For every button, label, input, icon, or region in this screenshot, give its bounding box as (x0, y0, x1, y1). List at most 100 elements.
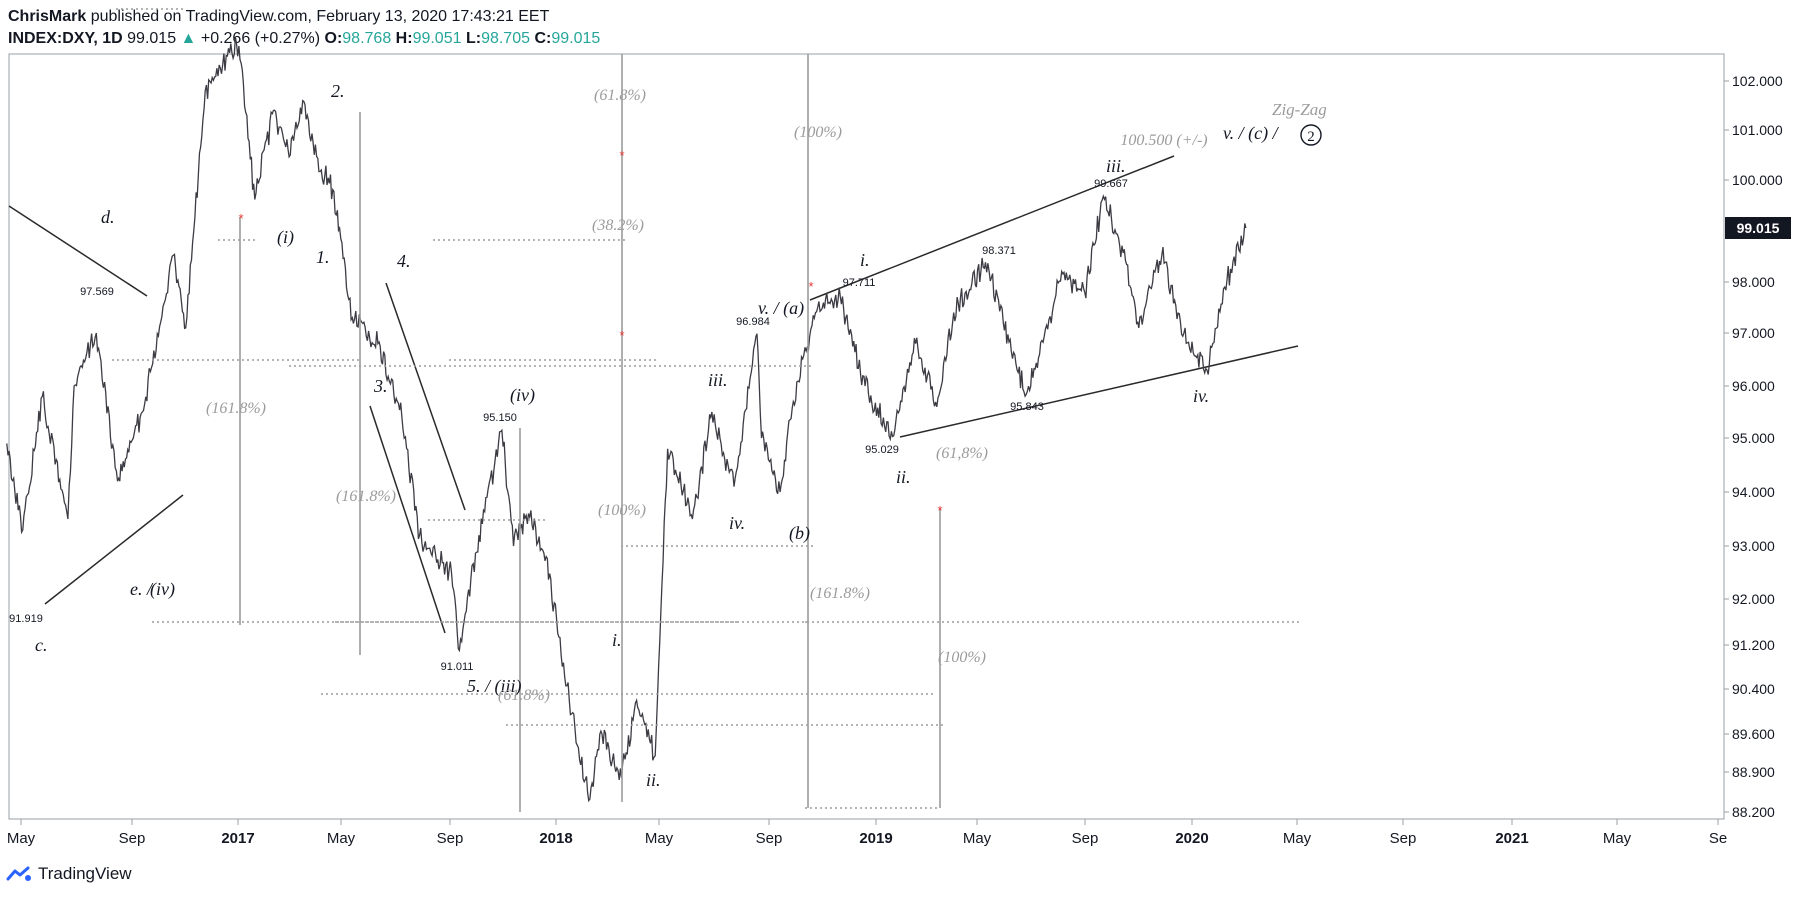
y-tick-label: 91.200 (1732, 637, 1775, 653)
symbol-line: INDEX:DXY, 1D 99.015 ▲ +0.266 (+0.27%) O… (8, 28, 600, 50)
y-tick-label: 88.200 (1732, 804, 1775, 820)
wave-2-circle (1300, 124, 1322, 146)
fib-label: 100.500 (+/-) (1120, 132, 1207, 149)
trend-line[interactable] (385, 282, 466, 511)
close-label: C: (534, 30, 552, 47)
time-axis[interactable]: May Sep 2017 May Sep 2018 May Sep 2019 May Sep 2020… (7, 819, 1727, 847)
low-label: L: (465, 30, 482, 47)
last-price-badge (1725, 217, 1791, 239)
y-tick-label: 95.000 (1732, 430, 1775, 446)
wave-label: (b) (789, 523, 810, 544)
wave-label: iv. (1193, 386, 1209, 406)
trend-line[interactable] (44, 494, 184, 605)
wave-label: ii. (896, 467, 911, 487)
wave-label: 5. / (iii) (467, 676, 522, 697)
x-tick-label: May (1603, 830, 1632, 847)
fib-label: (100%) (938, 649, 986, 666)
x-tick-label: Se (1709, 830, 1727, 847)
price-series-line (6, 36, 1247, 803)
up-triangle-icon: ▲ (180, 30, 197, 47)
price-label: 95.843 (1010, 401, 1044, 413)
x-tick-label: Sep (1390, 830, 1417, 847)
fib-star-marker: * (238, 211, 243, 226)
author-name[interactable]: ChrisMark (8, 8, 87, 25)
y-tick-label: 101.000 (1732, 122, 1783, 138)
price-label: 91.919 (9, 613, 43, 625)
wave-label: d. (101, 207, 115, 227)
fib-star-marker: * (808, 279, 813, 294)
fib-star-marker: * (619, 148, 624, 163)
wave-label: v. / (a) (758, 298, 804, 319)
trend-line[interactable] (369, 405, 446, 634)
price-label: 97.711 (843, 277, 876, 289)
price-label: 95.029 (865, 444, 899, 456)
wave-label: iii. (708, 370, 728, 390)
fib-projections[interactable]: * * * * * (112, 8, 1300, 812)
price-label: 91.011 (441, 661, 474, 673)
chart-annotations: Zig-Zag v. / (c) / 2 iii. i. v. / (a) iii. iv. (… (9, 81, 1327, 790)
x-tick-label: Sep (1072, 830, 1099, 847)
x-tick-label: Sep (119, 830, 146, 847)
wave-label: v. / (c) / (1223, 123, 1280, 144)
last-price: 99.015 (127, 30, 177, 47)
wave-label: 2 (1307, 129, 1315, 145)
y-tick-label: 98.000 (1732, 274, 1775, 290)
y-tick-label: 90.400 (1732, 681, 1775, 697)
wave-drawings[interactable] (8, 155, 1299, 634)
y-tick-label: 94.000 (1732, 484, 1775, 500)
wave-label: iii. (1106, 156, 1126, 176)
y-tick-label: 100.000 (1732, 172, 1783, 188)
x-tick-label: Sep (756, 830, 783, 847)
wave-label: c. (35, 635, 48, 655)
fib-label: (161.8%) (206, 400, 266, 417)
price-label: 96.984 (736, 316, 770, 328)
y-tick-label: 96.000 (1732, 378, 1775, 394)
wave-label: iv. (729, 513, 745, 533)
x-tick-label: 2017 (221, 830, 254, 847)
fib-star-marker: * (619, 328, 624, 343)
tradingview-logo-icon (6, 866, 31, 881)
fib-label: (61.8%) (594, 87, 646, 104)
tradingview-footer[interactable]: TradingView (6, 864, 132, 884)
trend-line[interactable] (899, 345, 1299, 438)
close-value: 99.015 (551, 30, 601, 47)
fib-label: (61.8%) (498, 687, 550, 704)
open-label: O: (324, 30, 343, 47)
trend-line[interactable] (8, 205, 148, 297)
x-tick-label: 2021 (1495, 830, 1528, 847)
x-tick-label: May (7, 830, 36, 847)
wave-label: 3. (373, 376, 388, 396)
wave-label: i. (612, 630, 622, 650)
y-tick-label: 88.900 (1732, 764, 1775, 780)
y-tick-label: 92.000 (1732, 591, 1775, 607)
wave-label: (i) (277, 227, 294, 248)
x-tick-label: 2019 (859, 830, 892, 847)
price-label: 97.569 (80, 286, 114, 298)
fib-label: (61,8%) (936, 445, 988, 462)
y-tick-label: 93.000 (1732, 538, 1775, 554)
x-tick-label: 2018 (539, 830, 572, 847)
wave-label: ii. (646, 770, 661, 790)
fib-star-marker: * (937, 503, 942, 518)
low-value: 98.705 (481, 30, 530, 47)
wave-label: e. / (130, 579, 154, 599)
wave-label: i. (860, 250, 870, 270)
price-label: 98.371 (982, 245, 1016, 257)
fib-label: (100%) (794, 124, 842, 141)
price-label: 95.150 (483, 412, 517, 424)
tradingview-brand: TradingView (38, 864, 132, 883)
x-tick-label: May (963, 830, 992, 847)
price-label: 99.667 (1094, 178, 1128, 190)
fib-label: (161.8%) (810, 585, 870, 602)
x-tick-label: May (1283, 830, 1312, 847)
wave-label: (iv) (510, 385, 535, 406)
high-value: 99.051 (412, 30, 462, 47)
x-tick-label: Sep (437, 830, 464, 847)
price-axis[interactable]: 102.000 101.000 100.000 99.015 98.000 97.000 9… (1724, 73, 1791, 820)
chart-header: ChrisMark published on TradingView.com, … (8, 6, 600, 50)
wave-label: 4. (397, 251, 411, 271)
trend-line[interactable] (809, 155, 1175, 301)
wave-label: (iv) (150, 579, 175, 600)
open-value: 98.768 (342, 30, 392, 47)
